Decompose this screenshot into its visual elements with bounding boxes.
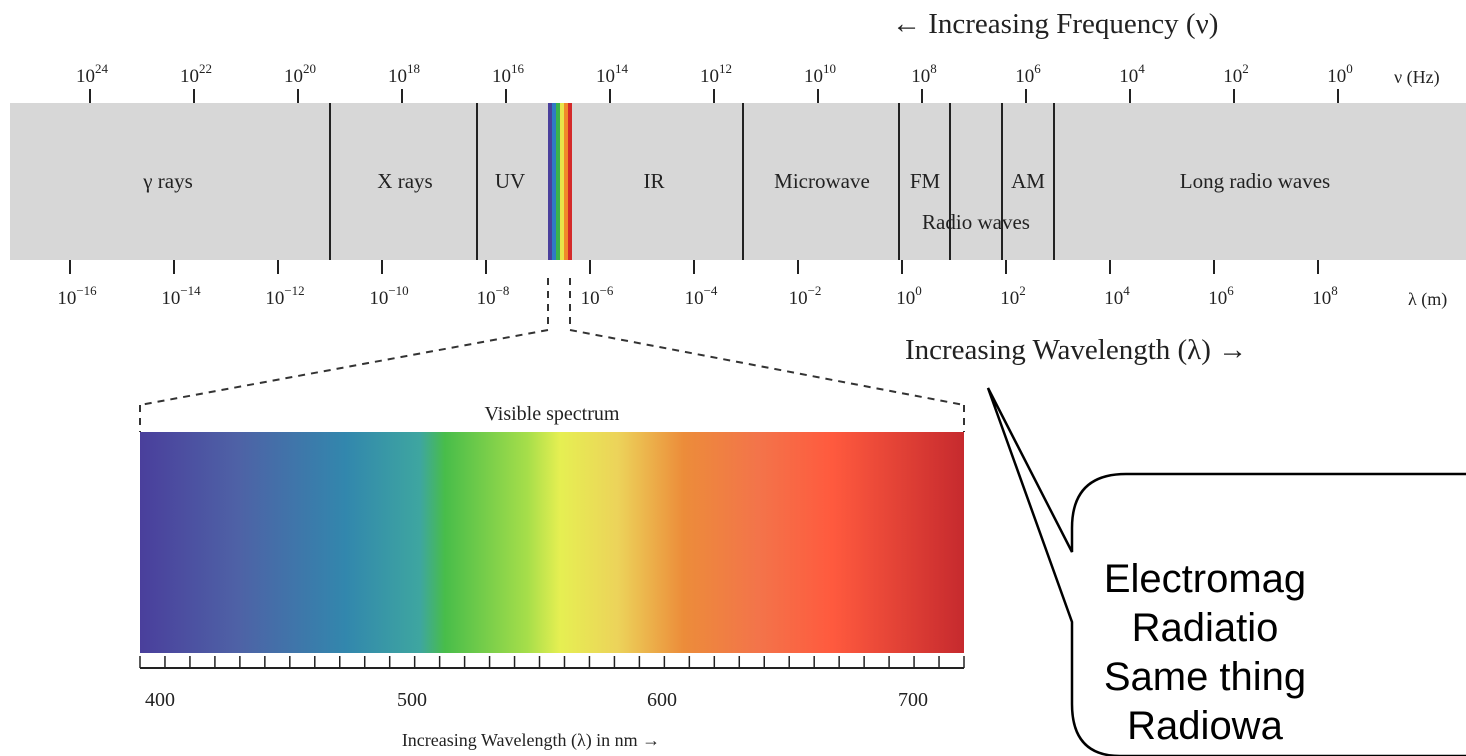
callout-line-3: Same thing: [1103, 655, 1307, 699]
visible-axis-title: Increasing Wavelength (λ) in nm →: [402, 730, 660, 751]
visible-spectrum-gradient: [140, 432, 964, 653]
region-dividers: [329, 103, 1055, 260]
wavelength-tick-label: 10−4: [685, 283, 718, 309]
wavelength-tick-label: 10−14: [161, 283, 201, 309]
region-radio-waves: Radio waves: [922, 210, 1030, 234]
callout-text: Electromag Radiatio Same thing Radiowa: [1040, 555, 1370, 751]
callout-line-2: Radiatio: [1131, 606, 1279, 650]
frequency-tick-label: 100: [1327, 61, 1353, 87]
callout-bubble: [986, 387, 1466, 756]
wavelength-tick-label: 10−6: [581, 283, 614, 309]
frequency-axis: 1024 1022 1020 1018 1016 1014 1012 1010 108 106 10…: [76, 61, 1353, 103]
visible-tick-label-700: 700: [898, 689, 928, 711]
frequency-tick-label: 1014: [596, 61, 629, 87]
wavelength-axis-title: Increasing Wavelength (λ) →: [905, 334, 1247, 366]
region-uv: UV: [495, 169, 525, 193]
region-long-radio-waves: Long radio waves: [1180, 169, 1330, 193]
wavelength-tick-label: 108: [1312, 283, 1338, 309]
frequency-tick-label: 1020: [284, 61, 316, 87]
region-microwave: Microwave: [774, 169, 870, 193]
wavelength-tick-label: 10−16: [57, 283, 97, 309]
zoom-guides: [139, 278, 965, 432]
region-fm: FM: [910, 169, 941, 193]
visible-spectrum-ruler: [139, 656, 965, 669]
spectrum-band: [10, 103, 1466, 260]
frequency-unit-label: ν (Hz): [1394, 67, 1440, 88]
frequency-tick-label: 106: [1015, 61, 1041, 87]
frequency-tick-label: 108: [911, 61, 937, 87]
wavelength-unit-label: λ (m): [1408, 289, 1447, 310]
wavelength-tick-label: 102: [1000, 283, 1026, 309]
visible-tick-label-400: 400: [145, 689, 175, 711]
wavelength-tick-label: 10−8: [477, 283, 510, 309]
frequency-tick-label: 1016: [492, 61, 525, 87]
callout-line-4: Radiowa: [1127, 704, 1283, 748]
frequency-tick-label: 102: [1223, 61, 1249, 87]
visible-rainbow-slice: [548, 103, 572, 260]
region-x-rays: X rays: [377, 169, 432, 193]
region-am: AM: [1011, 169, 1045, 193]
visible-tick-label-500: 500: [397, 689, 427, 711]
wavelength-axis: 10−16 10−14 10−12 10−10 10−8 10−6 10−4 10−2 100 1…: [57, 260, 1338, 309]
frequency-tick-label: 104: [1119, 61, 1145, 87]
callout-line-1: Electromag: [1103, 557, 1307, 601]
frequency-tick-label: 1012: [700, 61, 732, 87]
frequency-axis-title: ← Increasing Frequency (ν): [892, 8, 1218, 40]
wavelength-tick-label: 10−2: [789, 283, 822, 309]
wavelength-tick-label: 104: [1104, 283, 1130, 309]
frequency-tick-label: 1010: [804, 61, 836, 87]
visible-spectrum-title: Visible spectrum: [485, 403, 620, 425]
wavelength-tick-label: 10−10: [369, 283, 408, 309]
visible-tick-label-600: 600: [647, 689, 677, 711]
frequency-tick-label: 1024: [76, 61, 109, 87]
frequency-tick-label: 1022: [180, 61, 212, 87]
region-gamma-rays: γ rays: [142, 169, 193, 193]
wavelength-tick-label: 10−12: [265, 283, 304, 309]
wavelength-tick-label: 100: [896, 283, 922, 309]
region-ir: IR: [644, 169, 665, 193]
frequency-tick-label: 1018: [388, 61, 420, 87]
wavelength-tick-label: 106: [1208, 283, 1234, 309]
